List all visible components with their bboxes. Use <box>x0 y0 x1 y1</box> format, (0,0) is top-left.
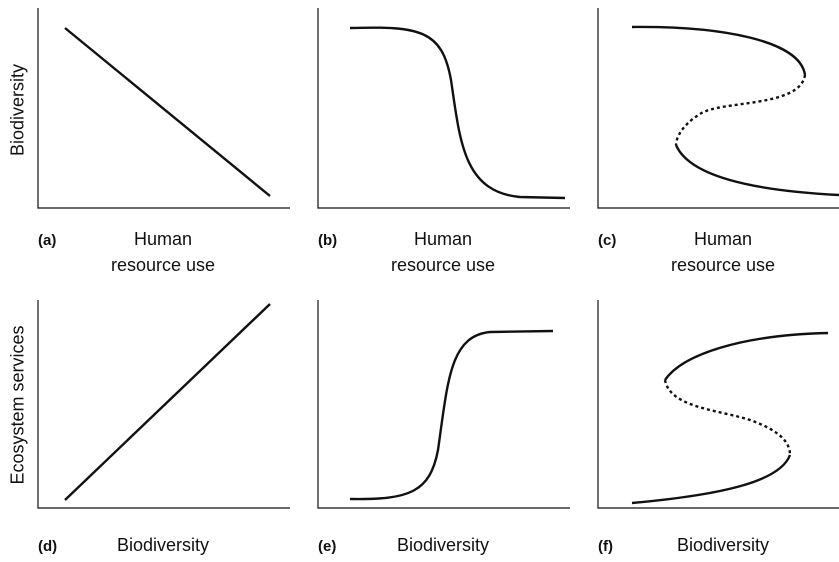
panel-label: (c) <box>598 232 617 249</box>
linear-curve <box>64 27 271 197</box>
upper-branch <box>664 331 829 381</box>
panel-label: (b) <box>318 232 338 249</box>
x-axis-label: Biodiversity <box>116 535 210 555</box>
panel-label: (d) <box>38 538 58 555</box>
linear-curve <box>64 303 271 501</box>
lower-branch <box>674 144 839 197</box>
panel-label: (f) <box>598 538 613 555</box>
unstable-branch <box>663 379 792 456</box>
threshold-curve <box>349 26 566 200</box>
y-axis-label: Biodiversity <box>7 63 28 157</box>
x-axis-label: Human resource use <box>670 229 776 275</box>
upper-branch <box>631 25 807 76</box>
x-axis-label: Human resource use <box>110 229 216 275</box>
lower-branch <box>631 454 792 505</box>
x-axis-label: Biodiversity <box>676 535 770 555</box>
panel-label: (e) <box>318 538 337 555</box>
panel-label: (a) <box>38 232 57 249</box>
x-axis-label: Biodiversity <box>396 535 490 555</box>
y-axis-label: Ecosystem services <box>7 325 28 485</box>
threshold-curve <box>349 329 554 501</box>
x-axis-label: Human resource use <box>390 229 496 275</box>
unstable-branch <box>674 74 807 146</box>
axes <box>37 8 839 509</box>
